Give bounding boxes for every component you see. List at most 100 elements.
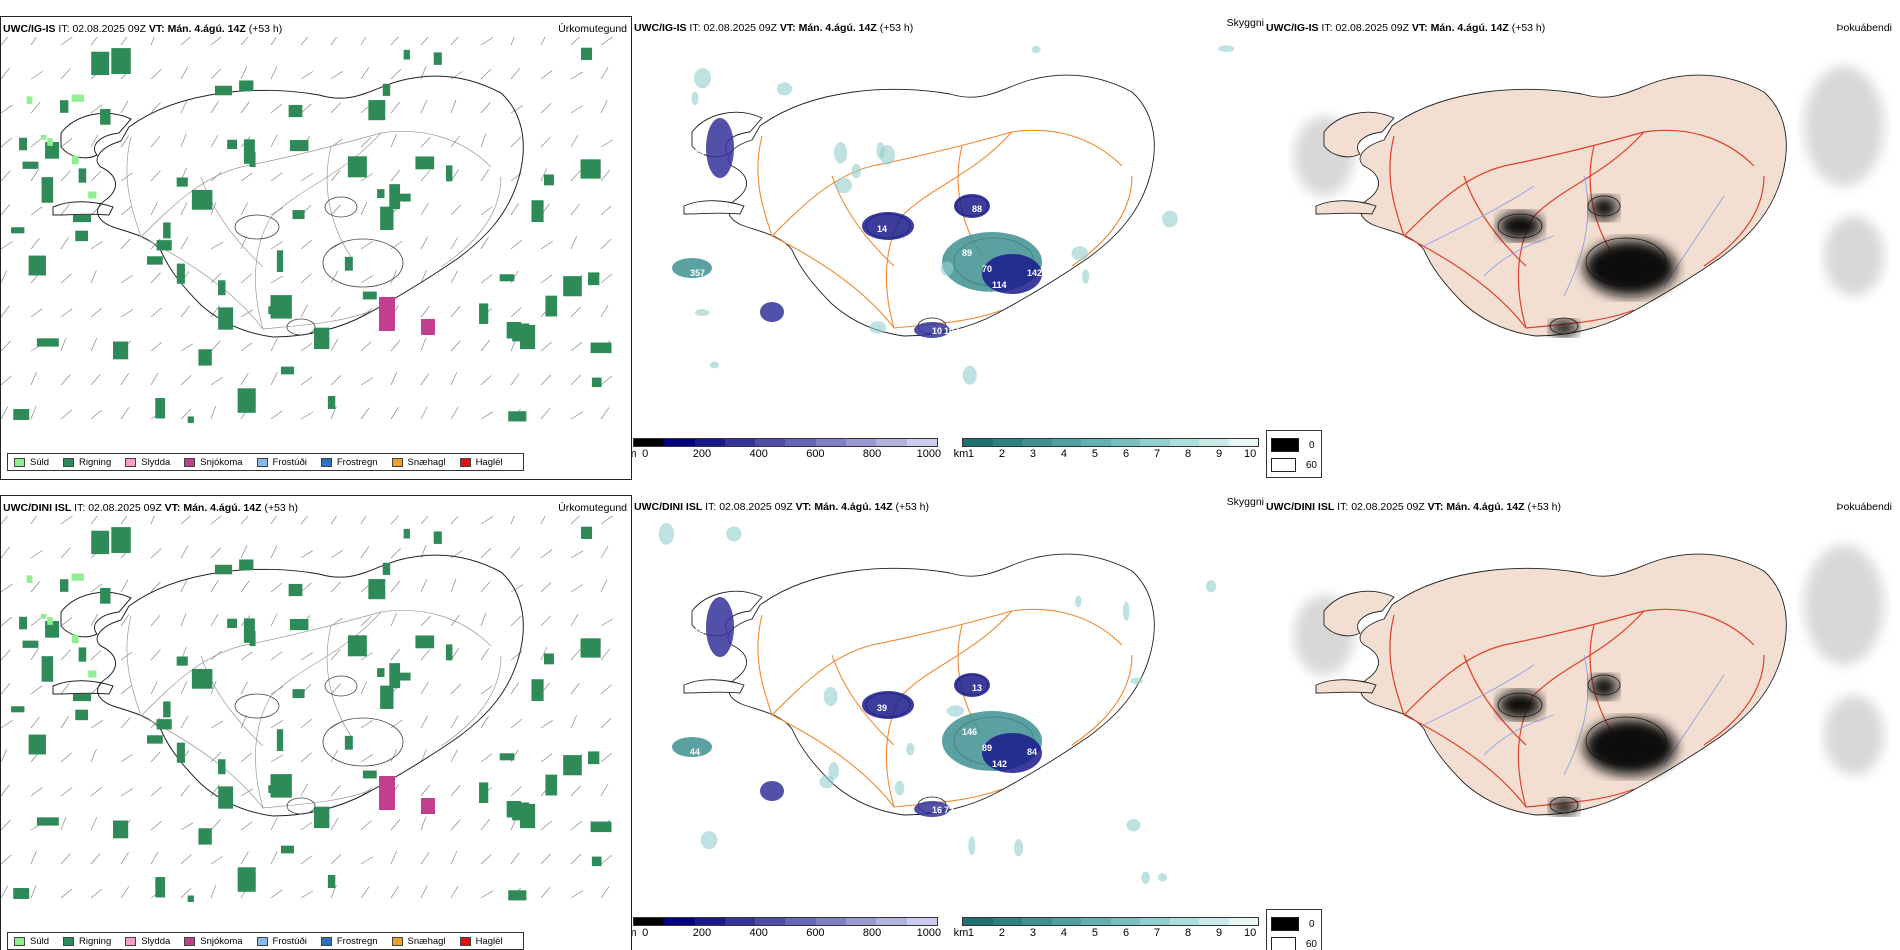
wind-barb — [330, 102, 341, 114]
wind-barb — [420, 373, 430, 386]
legend-label: Slydda — [141, 935, 171, 947]
wind-barb — [510, 718, 523, 729]
wind-barb — [600, 579, 608, 593]
wind-barb — [330, 749, 339, 763]
colorbar-tick-label: 1 — [967, 927, 974, 939]
low-visibility-area — [862, 691, 914, 719]
wind-barb — [180, 37, 191, 46]
precip-area-rain — [227, 139, 238, 150]
wind-barb — [60, 138, 73, 148]
wind-barb — [240, 172, 253, 182]
init-time: 02.08.2025 09Z — [719, 501, 793, 513]
wind-barb — [600, 783, 609, 797]
road-line — [831, 654, 895, 746]
wind-barb — [570, 37, 581, 46]
wind-barb — [210, 201, 217, 216]
legend-label: 0 — [1309, 439, 1315, 451]
precip-area-rain — [176, 177, 188, 187]
wind-barb — [1, 137, 12, 148]
wind-barb — [420, 136, 431, 148]
river-line — [1423, 185, 1535, 247]
wind-barb — [600, 139, 614, 148]
wind-barb — [180, 681, 188, 695]
wind-barb — [510, 67, 521, 80]
wind-barb — [210, 516, 222, 525]
wind-barb — [30, 37, 37, 46]
precip-area-rain — [155, 398, 166, 419]
wind-barb — [150, 272, 161, 284]
legend-label: 60 — [1305, 938, 1317, 950]
fog-index-area — [1590, 675, 1618, 699]
value-label: 70 — [982, 264, 992, 274]
wind-barb — [210, 819, 221, 831]
road-line — [255, 132, 382, 330]
wind-barb — [510, 546, 521, 559]
wind-barb — [180, 887, 192, 899]
colorbar-strip — [633, 917, 938, 926]
wind-barb — [90, 516, 98, 525]
value-label: 11 — [1062, 719, 1072, 729]
wind-barb — [420, 852, 430, 865]
wind-barb — [540, 274, 553, 284]
low-visibility-area — [706, 597, 734, 657]
precip-area-rain — [11, 706, 25, 713]
wind-barb — [480, 753, 493, 763]
precip-area-rain — [218, 280, 226, 296]
colorbar-tick-label: 600 — [806, 448, 825, 460]
wind-barb — [1, 616, 12, 627]
wind-barb — [180, 66, 189, 80]
wind-barb — [300, 890, 314, 899]
precip-area-rain — [499, 274, 515, 282]
wind-barb — [210, 613, 219, 627]
precip-area-rain — [377, 189, 385, 199]
wind-barb — [540, 720, 553, 729]
precip-area-drizzle — [71, 634, 79, 644]
precip-type-map — [1, 37, 631, 437]
wind-barb — [360, 173, 373, 182]
lead-time: (+53 h) — [264, 502, 299, 514]
wind-barb — [240, 752, 252, 763]
precip-area-rain — [591, 856, 602, 867]
wind-barb — [540, 241, 553, 250]
precip-area-rain — [78, 647, 87, 662]
value-label: 44 — [690, 747, 700, 757]
road-line — [1463, 175, 1527, 267]
wind-barb — [270, 241, 283, 250]
visibility-patch — [823, 686, 838, 707]
wind-barb — [300, 239, 313, 250]
legend-label: Haglél — [475, 935, 503, 947]
legend-label: Rigning — [79, 456, 112, 468]
road-line — [1403, 129, 1755, 237]
value-label: 142 — [1027, 268, 1042, 278]
precip-area-rain — [276, 250, 284, 273]
wind-barb — [450, 270, 459, 284]
wind-barb — [180, 305, 190, 318]
wind-barb — [330, 516, 338, 525]
wind-barb — [390, 749, 398, 763]
precip-area-rain — [191, 668, 213, 689]
wind-barb — [330, 338, 339, 352]
wind-barb — [360, 820, 372, 831]
legend-label: Snjókoma — [200, 456, 243, 468]
precip-area-snow — [421, 319, 435, 335]
value-label: 49 — [1227, 50, 1237, 60]
wind-barb — [540, 549, 553, 559]
wind-barb — [300, 855, 313, 865]
wind-barb — [570, 516, 581, 525]
precip-area-rain — [362, 291, 377, 300]
wind-barb — [540, 341, 552, 352]
colorbar-tick-label: 4 — [1060, 448, 1068, 460]
value-label: 179 — [1227, 529, 1242, 539]
colorbar-tick-label: 600 — [806, 927, 825, 939]
valid-time: Mán. 4.ágú. 14Z — [814, 501, 893, 513]
precip-area-rain — [100, 587, 111, 604]
fog-index-panel-row0: UWC/IG-IS IT: 02.08.2025 09Z VT: Mán. 4.… — [1264, 16, 1896, 480]
precip-area-rain — [563, 755, 582, 776]
wind-barb — [390, 240, 403, 250]
value-label: 10 — [1062, 240, 1072, 250]
visibility-patch — [658, 523, 675, 545]
wind-barb — [150, 307, 162, 318]
wind-barb — [300, 376, 313, 386]
wind-barb — [540, 582, 552, 593]
